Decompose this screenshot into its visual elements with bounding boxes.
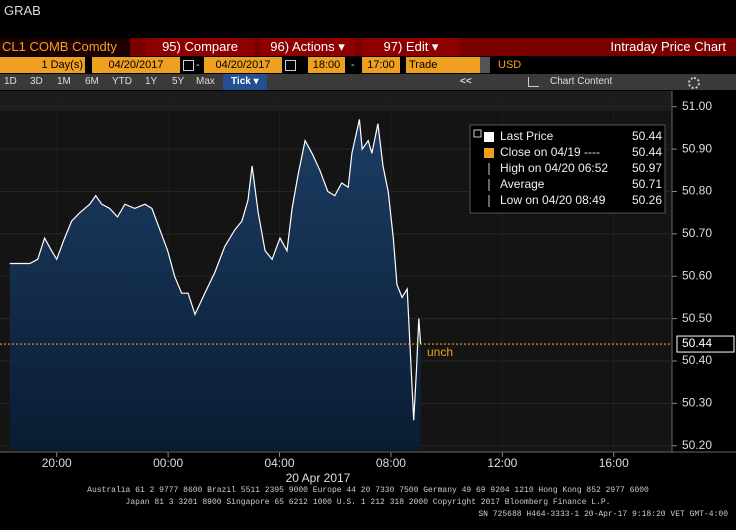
period-button[interactable]: 5Y — [172, 76, 185, 87]
actions-button[interactable]: 96) Actions ▾ — [260, 38, 355, 56]
settings-icon[interactable] — [688, 77, 700, 89]
x-tick-label: 20:00 — [42, 456, 72, 470]
y-tick-label: 50.60 — [682, 268, 712, 282]
footer-line: SN 725688 H464-3333-1 20-Apr-17 9:18:20 … — [478, 510, 728, 519]
period-button[interactable]: 3D — [30, 76, 43, 87]
chart-icon[interactable] — [528, 77, 539, 87]
last-price-box — [676, 335, 735, 353]
chart-content-button[interactable]: Chart Content — [550, 76, 613, 87]
y-tick-label: 50.20 — [682, 438, 712, 452]
end-time-field[interactable]: 17:00 — [362, 57, 400, 73]
footer-line: Japan 81 3 3201 8900 Singapore 65 6212 1… — [125, 498, 611, 507]
period-field[interactable]: 1 Day(s) — [0, 57, 85, 73]
plot-header-band — [0, 91, 672, 111]
legend-value: 50.71 — [632, 177, 662, 191]
x-tick-label: 12:00 — [487, 456, 517, 470]
legend-value: 50.26 — [632, 193, 662, 207]
calendar-icon[interactable] — [183, 60, 194, 71]
y-tick-label: 51.00 — [682, 99, 712, 113]
separator: - — [351, 59, 355, 71]
button-bar: 1D 3D 1M 6M YTD 1Y 5Y Max Tick ▾ << Chart Conten… — [0, 74, 736, 90]
chart: 50.20 50.30 50.40 50.50 50.60 50.70 50.80 50.90… — [0, 91, 736, 485]
function-title: Intraday Price Chart — [610, 39, 726, 54]
period-button[interactable]: 1Y — [145, 76, 158, 87]
price-area — [9, 119, 421, 451]
dropdown-arrow[interactable] — [480, 57, 490, 73]
reference-label: unch — [427, 345, 453, 359]
legend-box — [469, 124, 666, 214]
period-button[interactable]: Tick ▾ — [223, 74, 267, 90]
legend-swatch — [484, 148, 494, 158]
y-tick-label: 50.90 — [682, 141, 712, 155]
period-button[interactable]: 1D — [4, 76, 17, 87]
field-select[interactable]: Trade — [406, 57, 480, 73]
period-button[interactable]: 1M — [57, 76, 71, 87]
y-tick-label: 50.30 — [682, 396, 712, 410]
period-button[interactable]: YTD — [112, 76, 132, 87]
legend-toggle — [473, 129, 482, 138]
legend-value: 50.44 — [632, 145, 662, 159]
period-button[interactable]: Max — [196, 76, 215, 87]
x-tick-label: 00:00 — [153, 456, 183, 470]
legend-swatch — [484, 132, 494, 142]
x-tick-label: 04:00 — [265, 456, 295, 470]
legend-value: 50.97 — [632, 161, 662, 175]
x-tick-label: 08:00 — [376, 456, 406, 470]
legend-label: Low on 04/20 08:49 — [500, 193, 606, 207]
start-time-field[interactable]: 18:00 — [308, 57, 345, 73]
y-tick-label: 50.40 — [682, 353, 712, 367]
legend-label: Last Price — [500, 129, 554, 143]
calendar-icon[interactable] — [285, 60, 296, 71]
price-line — [9, 119, 422, 421]
range-bar: 1 Day(s) 04/20/2017 - 04/20/2017 18:00 -… — [0, 57, 736, 73]
edit-button[interactable]: 97) Edit ▾ — [362, 38, 460, 56]
x-axis-label: 20 Apr 2017 — [286, 471, 351, 485]
currency: USD — [498, 59, 522, 71]
nav-button[interactable]: << — [460, 76, 472, 87]
period-button[interactable]: 6M — [85, 76, 99, 87]
footer-line: Australia 61 2 9777 8600 Brazil 5511 239… — [87, 486, 649, 495]
y-tick-label: 50.70 — [682, 226, 712, 240]
legend-label: High on 04/20 06:52 — [500, 161, 608, 175]
security-field[interactable]: CL1 COMB Comdty — [0, 38, 130, 56]
legend-label: Average — [500, 177, 545, 191]
separator: - — [196, 59, 200, 71]
last-price-label: 50.44 — [682, 336, 712, 350]
start-date-field[interactable]: 04/20/2017 — [92, 57, 180, 73]
end-date-field[interactable]: 04/20/2017 — [204, 57, 282, 73]
legend-label: Close on 04/19 ---- — [500, 145, 600, 159]
compare-button[interactable]: 95) Compare — [146, 38, 254, 56]
x-tick-label: 16:00 — [599, 456, 629, 470]
y-tick-label: 50.80 — [682, 184, 712, 198]
toolbar: CL1 COMB Comdty 95) Compare 96) Actions … — [0, 38, 736, 56]
y-tick-label: 50.50 — [682, 311, 712, 325]
screen-title: GRAB — [4, 3, 41, 18]
legend-value: 50.44 — [632, 129, 662, 143]
